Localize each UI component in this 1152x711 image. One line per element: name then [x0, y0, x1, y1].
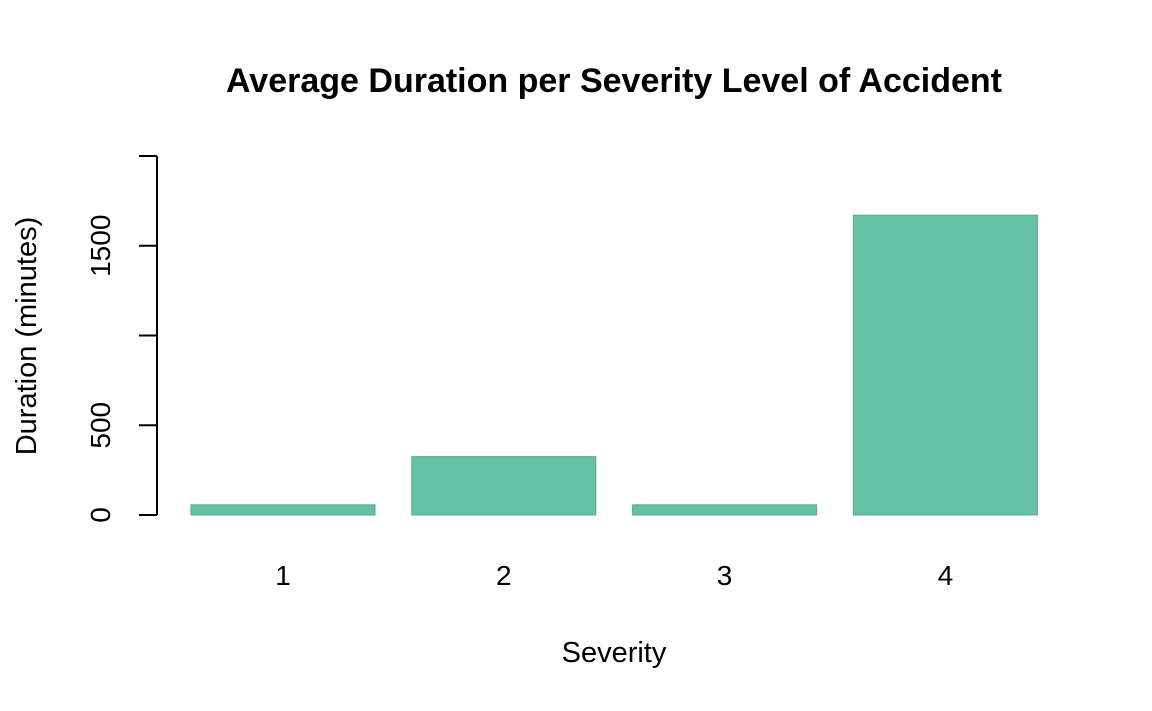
- y-tick-label: 500: [85, 402, 116, 449]
- x-axis-label: Severity: [562, 637, 667, 669]
- x-tick-labels: 1 2 3 4: [275, 560, 953, 591]
- x-tick-label: 4: [938, 560, 954, 591]
- y-axis: 0 500 1500: [85, 155, 158, 523]
- x-tick-label: 3: [717, 560, 733, 591]
- y-tick-label: 1500: [85, 215, 116, 277]
- bar: [190, 504, 376, 516]
- bar: [411, 456, 597, 516]
- x-tick-label: 1: [275, 560, 291, 591]
- bar: [632, 504, 818, 516]
- bars: [190, 214, 1038, 516]
- chart-title: Average Duration per Severity Level of A…: [226, 62, 1002, 100]
- x-tick-label: 2: [496, 560, 512, 591]
- y-axis-label: Duration (minutes): [11, 217, 43, 456]
- y-tick-label: 0: [85, 507, 116, 523]
- bar: [852, 214, 1038, 516]
